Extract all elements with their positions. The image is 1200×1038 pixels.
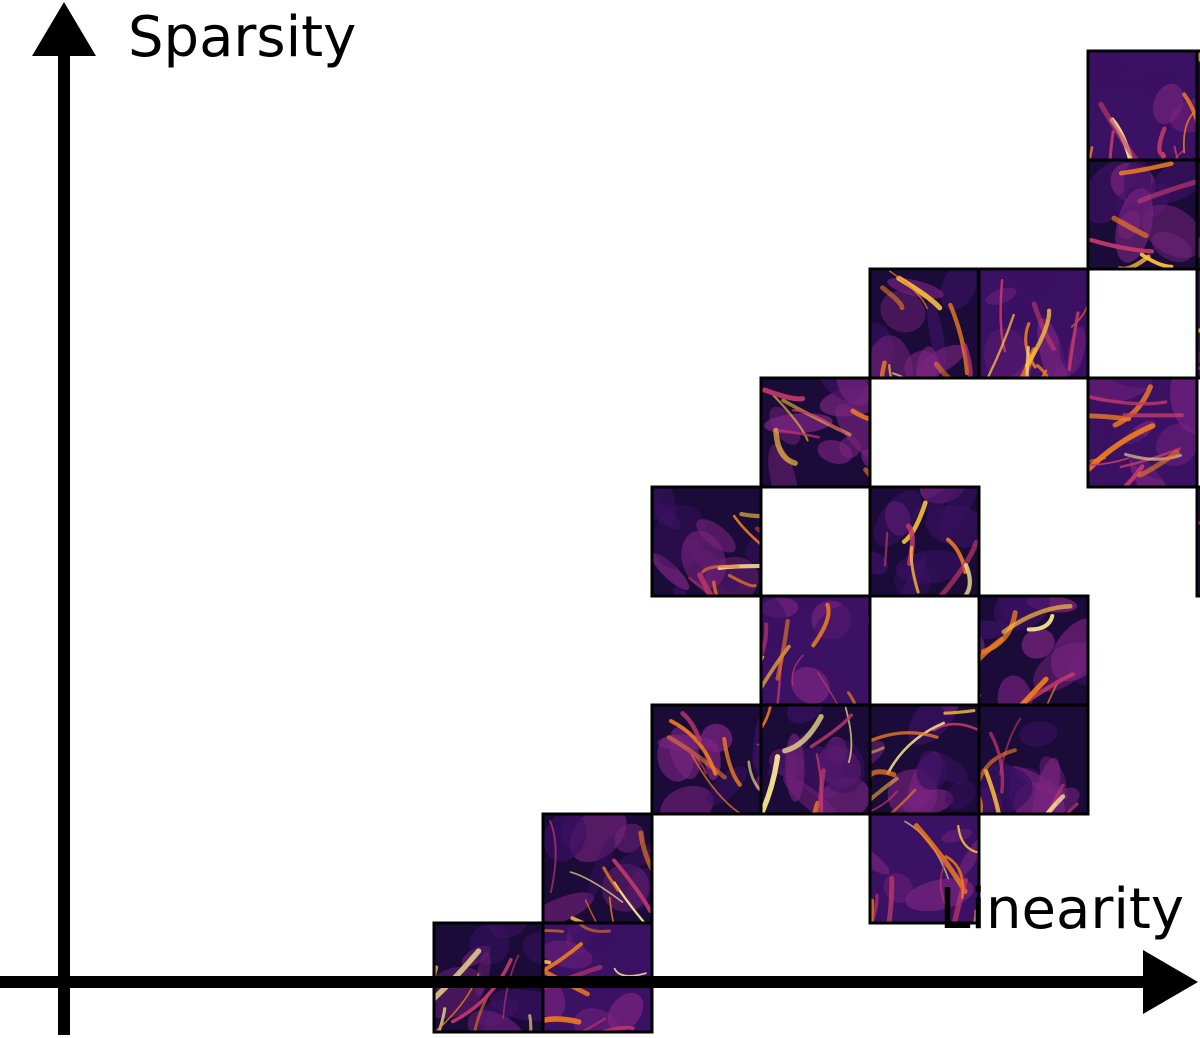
tile-grid bbox=[432, 49, 1200, 1034]
map-tile bbox=[543, 923, 652, 1032]
map-tile-frame bbox=[759, 376, 872, 489]
map-tile bbox=[870, 705, 979, 814]
map-tile bbox=[652, 487, 761, 596]
y-axis-arrowhead bbox=[32, 2, 96, 56]
map-tile bbox=[761, 378, 870, 487]
map-tile-frame bbox=[1195, 485, 1200, 598]
map-tile-frame bbox=[977, 703, 1090, 816]
map-tile-frame bbox=[1195, 49, 1200, 162]
map-tile bbox=[870, 487, 979, 596]
map-tile bbox=[1088, 378, 1197, 487]
map-tile-frame bbox=[650, 485, 763, 598]
map-tile-frame bbox=[868, 812, 981, 925]
map-tile-frame bbox=[1086, 376, 1199, 489]
y-axis-label: Sparsity bbox=[128, 5, 356, 70]
map-tile-frame bbox=[1195, 267, 1200, 380]
x-axis-arrowhead bbox=[1143, 950, 1198, 1014]
x-axis-label: Linearity bbox=[939, 877, 1184, 942]
map-tile-frame bbox=[1195, 158, 1200, 271]
map-tile bbox=[761, 596, 870, 705]
map-tile bbox=[1088, 51, 1197, 160]
map-tile-frame bbox=[868, 485, 981, 598]
map-tile bbox=[979, 596, 1088, 705]
map-tile bbox=[761, 705, 870, 814]
map-tile bbox=[652, 705, 761, 814]
map-tile bbox=[979, 705, 1088, 814]
map-tile bbox=[543, 814, 652, 923]
map-tile-frame bbox=[977, 267, 1090, 380]
map-tile bbox=[979, 269, 1088, 378]
map-tile bbox=[1088, 160, 1197, 269]
